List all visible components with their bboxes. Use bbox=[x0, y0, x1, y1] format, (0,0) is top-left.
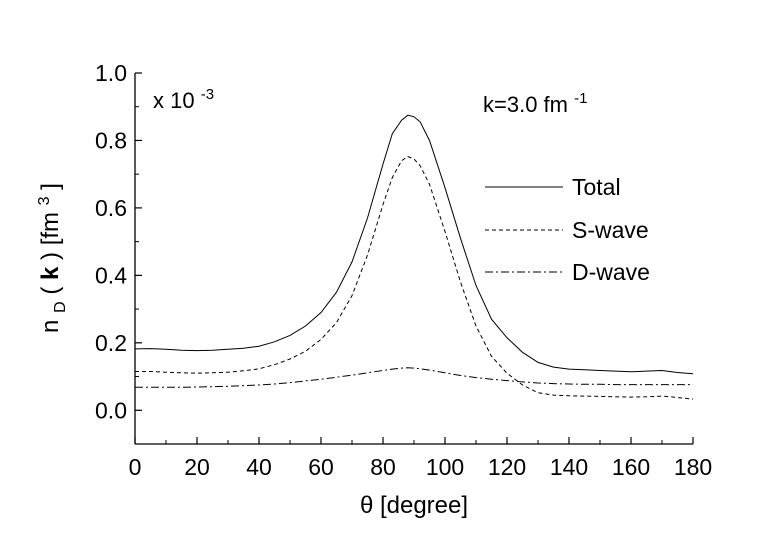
x-tick-label: 80 bbox=[370, 454, 396, 480]
x-axis-label: θ [degree] bbox=[360, 492, 468, 519]
y-label-superscript: 3 bbox=[36, 196, 53, 205]
k-annotation-exponent: -1 bbox=[574, 90, 587, 107]
y-label-base: n bbox=[37, 320, 64, 333]
series-line-s-wave bbox=[135, 156, 694, 400]
legend: Total S-wave D-wave bbox=[485, 174, 650, 285]
k-annotation-text: k=3.0 fm bbox=[483, 92, 568, 117]
x-tick-label: 120 bbox=[488, 454, 526, 480]
legend-label-s-wave: S-wave bbox=[572, 217, 649, 243]
x-tick-label: 160 bbox=[612, 454, 650, 480]
series-line-total bbox=[134, 114, 694, 375]
multiplier-base: x 10 bbox=[153, 88, 195, 113]
x-tick-label: 20 bbox=[184, 454, 210, 480]
k-annotation: k=3.0 fm -1 bbox=[483, 90, 587, 117]
legend-label-total: Total bbox=[572, 174, 621, 200]
y-label-open: ( bbox=[37, 287, 64, 295]
multiplier-label: x 10 -3 bbox=[153, 86, 214, 113]
x-tick-label: 0 bbox=[129, 454, 142, 480]
x-tick-label: 100 bbox=[426, 454, 464, 480]
y-label-unit: ) [fm bbox=[37, 212, 64, 260]
x-tick-label: 60 bbox=[308, 454, 334, 480]
legend-label-d-wave: D-wave bbox=[572, 259, 650, 285]
y-label-subscript: D bbox=[52, 301, 69, 313]
x-tick-label: 140 bbox=[550, 454, 588, 480]
y-tick-label: 0.8 bbox=[95, 127, 127, 153]
y-tick-label: 0.4 bbox=[95, 262, 127, 288]
y-label-bold: k bbox=[37, 266, 64, 280]
y-tick-label: 0.2 bbox=[95, 330, 127, 356]
axes: 0 20 40 60 80 100 120 140 160 180 0.0 0.2 0.4 0.6 0.8 1… bbox=[95, 60, 712, 480]
multiplier-exponent: -3 bbox=[201, 86, 214, 103]
series-group bbox=[134, 114, 694, 400]
y-tick-label: 0.6 bbox=[95, 195, 127, 221]
y-axis-label: n D ( k ) [fm 3 ] bbox=[28, 183, 71, 333]
y-label-close: ] bbox=[37, 183, 64, 190]
y-tick-label: 0.0 bbox=[95, 397, 127, 423]
y-tick-label: 1.0 bbox=[95, 60, 127, 86]
series-line-d-wave bbox=[135, 367, 693, 388]
x-tick-label: 40 bbox=[246, 454, 272, 480]
x-tick-label: 180 bbox=[674, 454, 712, 480]
